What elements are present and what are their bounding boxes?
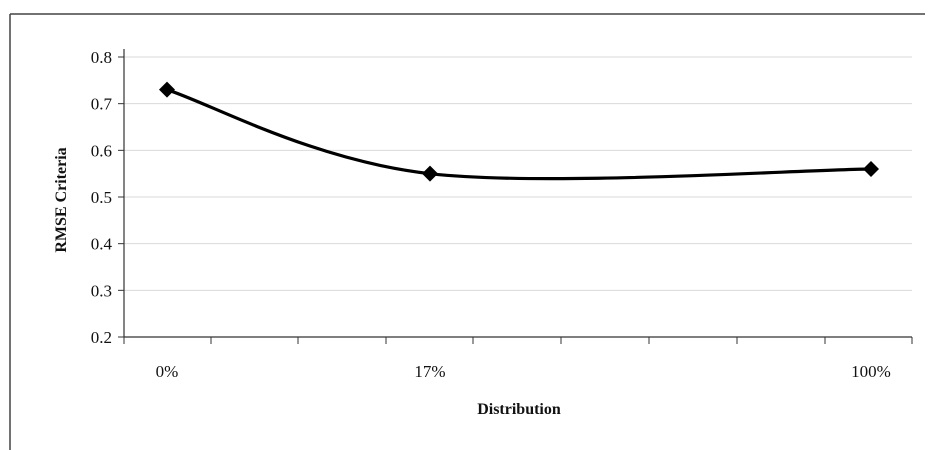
data-point-100pct xyxy=(863,161,879,177)
gridlines xyxy=(124,56,912,291)
y-tick-label-0.7: 0.7 xyxy=(91,95,113,114)
data-point-0pct xyxy=(159,81,175,98)
y-tick-label-0.3: 0.3 xyxy=(91,281,112,300)
series-line-0 xyxy=(165,88,873,181)
x-tick-label-1: 17% xyxy=(414,362,445,381)
x-axis-title: Distribution xyxy=(477,401,561,418)
y-tick-label-0.8: 0.8 xyxy=(91,48,112,67)
data-point-17pct xyxy=(422,165,438,182)
x-tick-label-0: 0% xyxy=(156,362,179,381)
y-tick-labels: 0.2 0.3 0.4 0.5 0.6 0.7 0.8 xyxy=(91,48,113,347)
y-tick-label-0.5: 0.5 xyxy=(91,188,112,207)
y-tick-label-0.4: 0.4 xyxy=(91,235,113,254)
axes xyxy=(118,49,913,344)
x-tick-labels: 0% 17% 100% xyxy=(156,362,891,381)
y-tick-label-0.6: 0.6 xyxy=(91,141,112,160)
y-tick-label-0.2: 0.2 xyxy=(91,328,112,347)
x-tick-label-2: 100% xyxy=(851,362,891,381)
y-axis-title: RMSE Criteria xyxy=(53,147,70,252)
series-layer xyxy=(159,81,879,182)
